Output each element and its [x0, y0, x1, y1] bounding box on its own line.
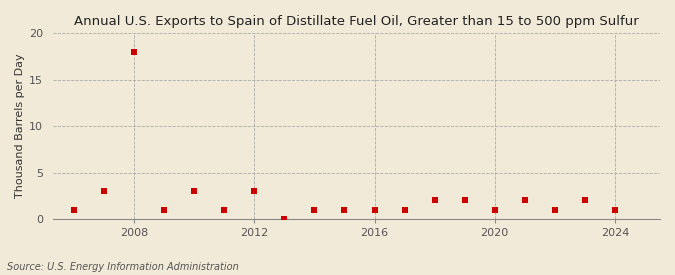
Point: [549, 208, 560, 212]
Point: [69, 208, 80, 212]
Point: [339, 208, 350, 212]
Point: [369, 208, 380, 212]
Point: [99, 189, 109, 193]
Point: [459, 198, 470, 203]
Point: [610, 208, 620, 212]
Point: [129, 50, 140, 54]
Point: [429, 198, 440, 203]
Point: [309, 208, 320, 212]
Point: [249, 189, 260, 193]
Point: [489, 208, 500, 212]
Point: [279, 217, 290, 221]
Point: [189, 189, 200, 193]
Point: [579, 198, 590, 203]
Y-axis label: Thousand Barrels per Day: Thousand Barrels per Day: [15, 54, 25, 199]
Point: [399, 208, 410, 212]
Title: Annual U.S. Exports to Spain of Distillate Fuel Oil, Greater than 15 to 500 ppm : Annual U.S. Exports to Spain of Distilla…: [74, 15, 639, 28]
Point: [219, 208, 230, 212]
Text: Source: U.S. Energy Information Administration: Source: U.S. Energy Information Administ…: [7, 262, 238, 272]
Point: [159, 208, 169, 212]
Point: [519, 198, 530, 203]
